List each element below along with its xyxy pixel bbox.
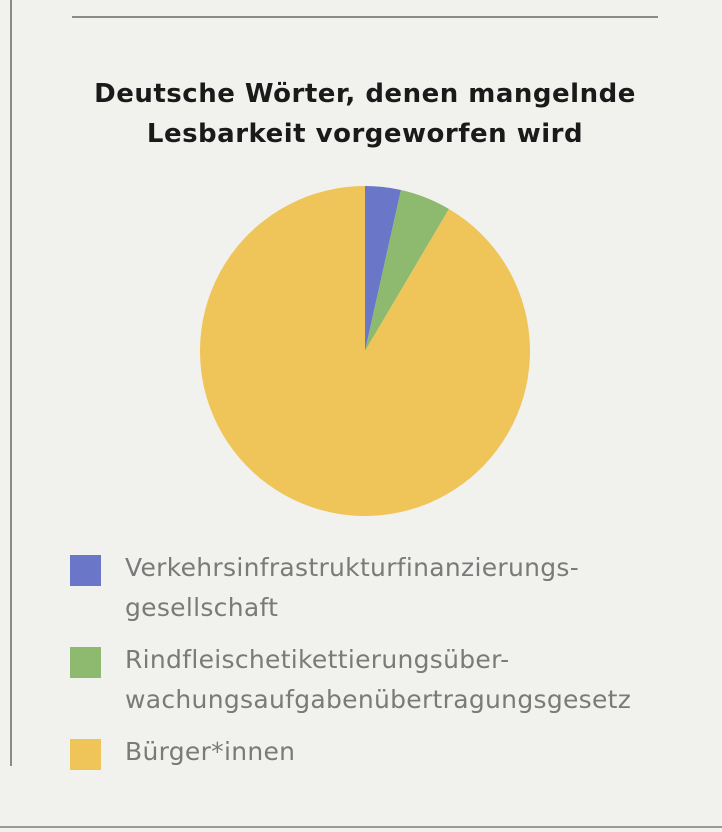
bottom-divider [0,826,722,828]
legend-swatch-yellow [70,739,101,770]
legend-label-line: Bürger*innen [125,737,296,766]
legend-label: Verkehrsinfrastrukturfinanzierungs- gese… [125,548,579,628]
legend-label-line: gesellschaft [125,593,279,622]
legend-label: Rindfleischetikettierungsüber- wachungsa… [125,640,631,720]
frame-left-border [10,0,12,766]
legend-swatch-green [70,647,101,678]
legend-swatch-blue [70,555,101,586]
legend-label: Bürger*innen [125,732,295,772]
pie-slice-1 [365,189,449,351]
top-divider [72,16,658,18]
pie-slice-0 [365,186,401,351]
pie-slice-2 [199,186,531,516]
pie-chart [199,186,531,516]
chart-title-line-2: Lesbarkeit vorgeworfen wird [146,119,584,149]
legend-item-rindfleisch: Rindfleischetikettierungsüber- wachungsa… [70,640,710,720]
chart-title: Deutsche Wörter, denen mangelnde Lesbark… [40,74,690,154]
legend-item-verkehrsinfrastruktur: Verkehrsinfrastrukturfinanzierungs- gese… [70,548,710,628]
chart-title-line-1: Deutsche Wörter, denen mangelnde [94,79,636,109]
legend-item-buerger-innen: Bürger*innen [70,732,710,772]
chart-legend: Verkehrsinfrastrukturfinanzierungs- gese… [70,548,710,784]
legend-label-line: Verkehrsinfrastrukturfinanzierungs- [125,553,580,582]
legend-label-line: wachungsaufgabenübertragungsgesetz [125,685,632,714]
legend-label-line: Rindfleischetikettierungsüber- [125,645,510,674]
